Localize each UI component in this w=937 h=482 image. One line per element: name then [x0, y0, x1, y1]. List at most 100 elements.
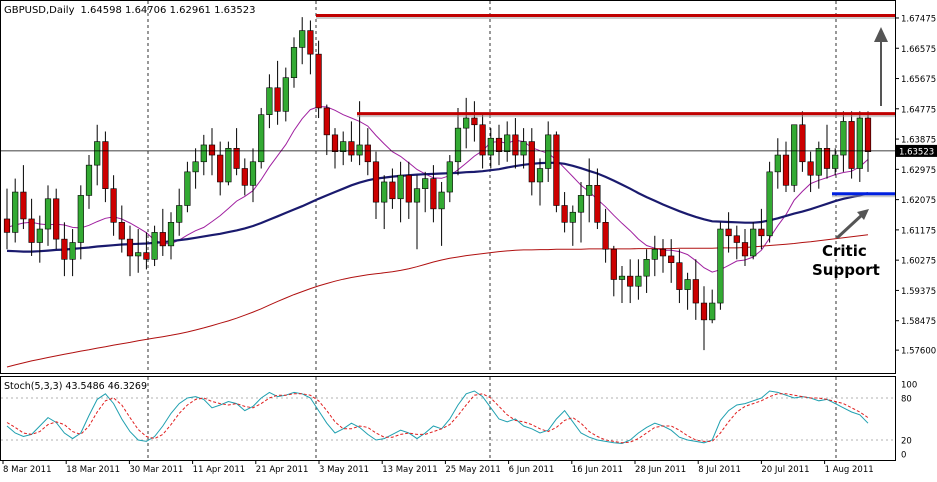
candle — [758, 208, 765, 250]
time-axis-label: 30 Mar 2011 — [129, 465, 183, 475]
candle — [561, 192, 568, 233]
candle — [53, 188, 60, 250]
candle — [676, 249, 683, 304]
candle — [307, 20, 314, 75]
price-axis-label: 1.59375 — [901, 287, 936, 297]
current-price-box — [896, 144, 937, 157]
candle — [782, 141, 790, 193]
candle — [815, 141, 822, 189]
candle — [167, 212, 175, 260]
candle — [44, 185, 52, 246]
candle — [143, 232, 150, 270]
candle — [85, 155, 93, 209]
candle — [389, 168, 396, 209]
candle — [618, 266, 626, 304]
candle — [807, 151, 814, 193]
candle — [274, 60, 281, 125]
time-axis-label: 28 Jun 2011 — [635, 465, 686, 475]
candle — [94, 124, 101, 186]
candle — [110, 175, 117, 236]
candle — [799, 111, 806, 172]
candle — [241, 158, 248, 196]
candle — [3, 188, 11, 250]
candle — [684, 272, 691, 310]
moving-average-line — [6, 161, 869, 253]
candle — [487, 128, 494, 169]
price-axis-label: 1.57600 — [901, 347, 936, 357]
candle — [372, 151, 380, 219]
current-price-label: 1.63523 — [899, 147, 934, 157]
candle — [659, 239, 667, 273]
candle — [192, 148, 199, 189]
candle — [840, 111, 847, 172]
candle — [208, 128, 216, 176]
stochastic-axis-label: 0 — [901, 451, 906, 461]
stochastic-panel — [0, 376, 896, 461]
annotation-arrow-head — [857, 209, 869, 220]
candle — [520, 128, 527, 169]
candle — [471, 101, 478, 142]
candle — [856, 111, 863, 182]
candle — [340, 131, 347, 166]
candle — [184, 161, 191, 213]
candle — [348, 121, 355, 162]
time-axis-label: 3 May 2011 — [319, 465, 369, 475]
price-axis-label: 1.63875 — [901, 136, 936, 146]
price-axis-label: 1.58475 — [901, 317, 936, 327]
candle — [750, 222, 757, 260]
candle — [512, 118, 519, 169]
candle — [709, 289, 716, 324]
candle — [741, 229, 749, 267]
candle — [504, 121, 511, 162]
candle — [151, 225, 158, 267]
candle — [381, 175, 388, 230]
candle — [430, 165, 437, 223]
candle — [258, 107, 265, 169]
price-axis-label: 1.65675 — [901, 75, 936, 85]
stochastic-axis-label: 100 — [901, 381, 917, 391]
candle — [69, 229, 76, 277]
annotation-critic: Critic — [822, 242, 867, 260]
candle — [225, 141, 232, 186]
candle — [282, 67, 289, 122]
time-axis-label: 16 Jun 2011 — [572, 465, 623, 475]
stochastic-title: Stoch(5,3,3) 43.5486 46.3269 — [4, 381, 147, 392]
annotation-arrow-shaft — [835, 212, 865, 240]
candle — [397, 161, 404, 223]
candle — [668, 239, 675, 283]
candle — [717, 222, 724, 310]
candle — [331, 128, 339, 169]
candle — [323, 104, 330, 156]
candle — [299, 17, 306, 65]
candle — [176, 188, 183, 236]
candle — [159, 208, 166, 256]
candle — [602, 208, 609, 263]
candle — [528, 128, 535, 196]
price-axis-label: 1.62975 — [901, 166, 936, 176]
chart-title: GBPUSD,Daily 1.64598 1.64706 1.62961 1.63… — [4, 5, 255, 16]
candle — [651, 235, 658, 277]
candle — [315, 40, 322, 119]
candle — [28, 198, 35, 256]
candle — [569, 205, 576, 246]
candle — [463, 97, 470, 149]
price-axis-label: 1.62075 — [901, 196, 936, 206]
candle — [118, 205, 125, 253]
candle — [832, 148, 839, 176]
candle — [635, 259, 642, 300]
candle — [135, 229, 142, 273]
candle — [725, 212, 732, 253]
stochastic-axis-label: 20 — [901, 437, 912, 447]
candle — [733, 225, 740, 260]
candle — [594, 168, 601, 230]
candle — [454, 107, 462, 176]
price-axis-label: 1.60275 — [901, 257, 936, 267]
candle — [446, 155, 453, 203]
time-axis-label: 20 Jul 2011 — [761, 465, 809, 475]
time-axis-label: 6 Jun 2011 — [509, 465, 555, 475]
candle — [12, 178, 19, 243]
candle — [479, 114, 486, 169]
candle — [405, 161, 412, 219]
